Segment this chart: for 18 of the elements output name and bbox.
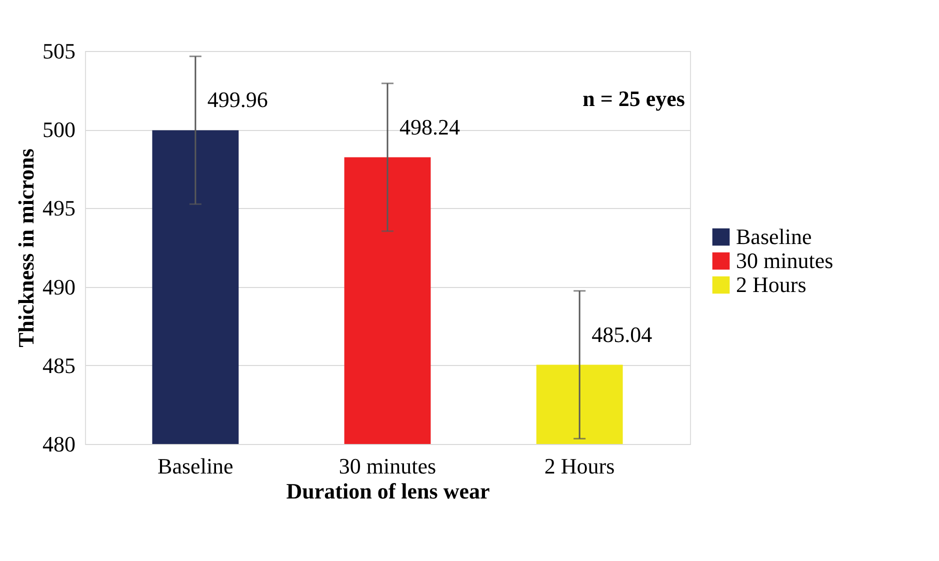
data-label: 499.96: [207, 87, 268, 112]
y-tick-label: 480: [42, 432, 76, 456]
x-tick-label: Baseline: [158, 454, 234, 478]
x-axis-title: Duration of lens wear: [286, 478, 490, 504]
x-tick-label: 2 Hours: [544, 454, 615, 478]
annotation: n = 25 eyes: [582, 86, 686, 111]
x-tick-label: 30 minutes: [338, 454, 436, 478]
y-tick-label: 500: [42, 117, 76, 142]
y-tick-label: 490: [42, 274, 76, 300]
legend-label: 2 Hours: [736, 272, 806, 297]
y-tick-label: 495: [42, 196, 76, 221]
legend-label: 30 minutes: [736, 248, 834, 273]
y-tick-label: 485: [42, 352, 76, 378]
y-axis-title: Thickness in microns: [14, 148, 38, 348]
data-label: 498.24: [400, 114, 460, 140]
legend-label: Baseline: [736, 224, 812, 249]
y-tick-label: 505: [42, 38, 76, 64]
data-label: 485.04: [592, 322, 652, 347]
